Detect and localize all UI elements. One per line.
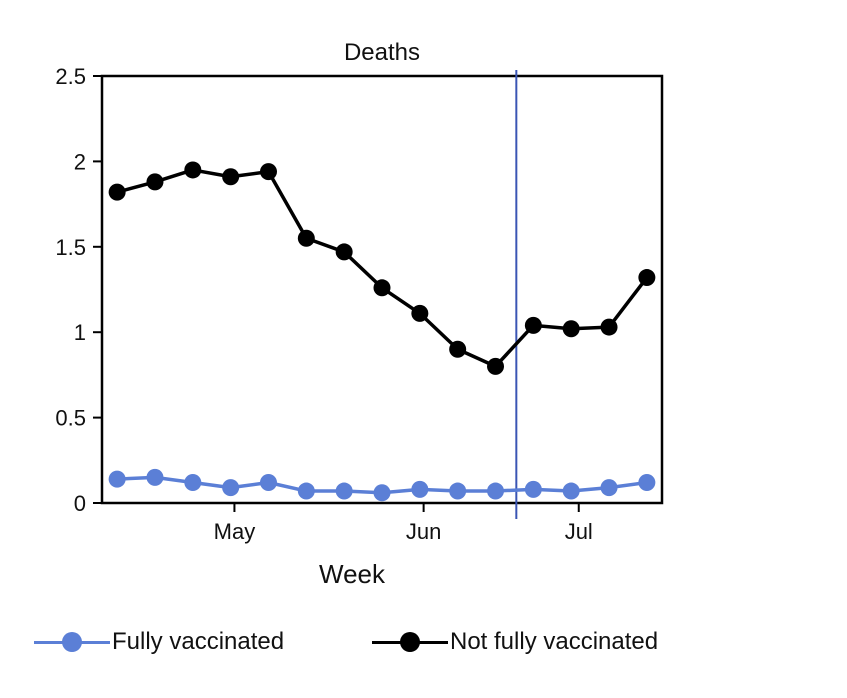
data-point <box>259 163 277 181</box>
legend: Fully vaccinated Not fully vaccinated <box>20 612 700 672</box>
data-point <box>146 173 164 191</box>
legend-label-not-fully-vaccinated: Not fully vaccinated <box>450 628 659 655</box>
y-tick-label: 1.5 <box>55 235 86 260</box>
x-tick-label: Jul <box>565 519 593 544</box>
data-point <box>600 479 618 497</box>
data-point <box>487 357 505 375</box>
x-axis: May Jun Jul <box>214 503 593 544</box>
data-point <box>373 484 391 502</box>
y-tick-label: 0 <box>74 491 86 516</box>
data-point <box>638 269 656 287</box>
data-point <box>638 474 656 492</box>
data-point <box>562 482 580 500</box>
legend-item-fully-vaccinated: Fully vaccinated <box>34 622 284 662</box>
y-tick-label: 0.5 <box>55 406 86 431</box>
y-tick-label: 2.5 <box>55 64 86 89</box>
chart-area: Deaths 0 0.5 1 1.5 2 2.5 May Jun Jul Week <box>20 8 670 608</box>
data-point <box>524 480 542 498</box>
x-tick-label: Jun <box>406 519 441 544</box>
legend-swatch-fully-vaccinated <box>34 632 110 652</box>
data-point <box>259 474 277 492</box>
data-point <box>222 168 240 186</box>
data-point <box>449 340 467 358</box>
data-point <box>335 482 353 500</box>
legend-item-not-fully-vaccinated: Not fully vaccinated <box>372 622 658 662</box>
y-axis: 0 0.5 1 1.5 2 2.5 <box>55 64 102 516</box>
data-point <box>184 161 202 179</box>
legend-label-fully-vaccinated: Fully vaccinated <box>112 628 285 655</box>
y-tick-label: 1 <box>74 320 86 345</box>
data-point <box>487 482 505 500</box>
x-tick-label: May <box>214 519 256 544</box>
data-point <box>222 479 240 497</box>
series-layer <box>108 161 656 502</box>
data-point <box>524 316 542 334</box>
data-point <box>411 304 429 322</box>
data-point <box>297 229 315 247</box>
data-point <box>600 318 618 336</box>
series-line-1 <box>116 168 649 369</box>
data-point <box>411 480 429 498</box>
x-axis-label: Week <box>319 559 386 589</box>
data-point <box>297 482 315 500</box>
deaths-line-chart: Deaths 0 0.5 1 1.5 2 2.5 May Jun Jul Week <box>55 39 664 589</box>
legend-swatch-not-fully-vaccinated <box>372 632 448 652</box>
data-point <box>184 474 202 492</box>
y-tick-label: 2 <box>74 149 86 174</box>
data-point <box>335 243 353 261</box>
data-point <box>373 279 391 297</box>
data-point <box>562 320 580 338</box>
plot-frame <box>100 74 664 505</box>
data-point <box>108 183 126 201</box>
chart-title: Deaths <box>344 39 420 66</box>
data-point <box>146 468 164 486</box>
data-point <box>449 482 467 500</box>
data-point <box>108 470 126 488</box>
